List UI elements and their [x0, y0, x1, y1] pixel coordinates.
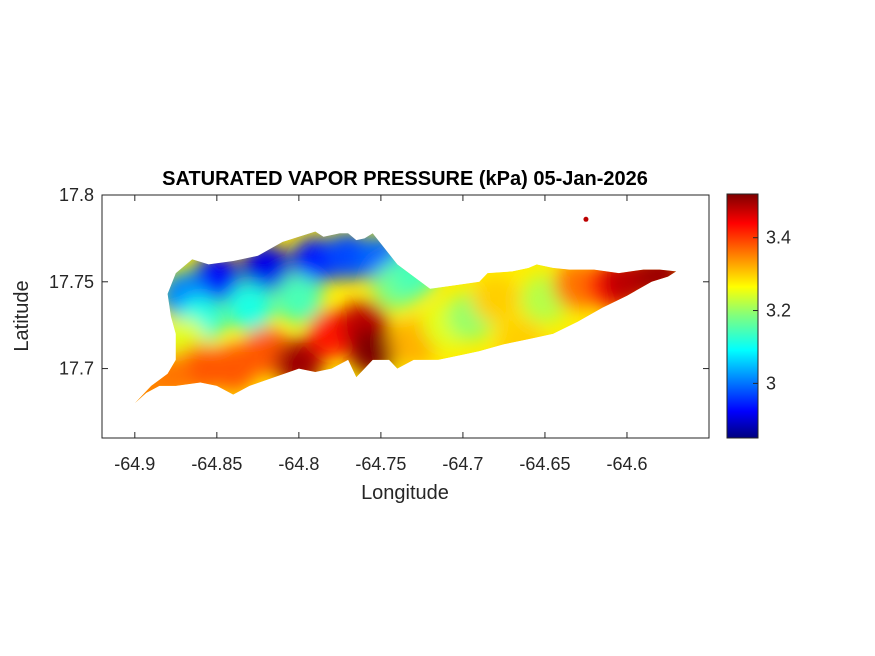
x-tick-label: -64.65: [519, 454, 570, 474]
y-tick-label: 17.75: [49, 272, 94, 292]
colorbar-tick-label: 3.2: [766, 301, 791, 321]
x-tick-label: -64.75: [355, 454, 406, 474]
chart-title: SATURATED VAPOR PRESSURE (kPa) 05-Jan-20…: [162, 168, 648, 190]
field-sample-27: [553, 261, 602, 310]
field-sample-7: [225, 283, 274, 332]
x-axis-label: Longitude: [361, 482, 449, 504]
x-tick-label: -64.6: [606, 454, 647, 474]
colorbar-tick-label: 3.4: [766, 228, 791, 248]
y-axis-label: Latitude: [11, 280, 33, 351]
y-tick-label: 17.8: [59, 185, 94, 205]
x-tick-label: -64.7: [442, 454, 483, 474]
field-sample-8: [274, 275, 323, 324]
colorbar: [726, 193, 759, 439]
x-tick-label: -64.9: [114, 454, 155, 474]
field-sample-24: [471, 275, 520, 324]
islet: [583, 216, 589, 222]
x-tick-label: -64.85: [191, 454, 242, 474]
colorbar-ticks: 3 3.2 3.4: [753, 228, 791, 393]
colorbar-tick-label: 3: [766, 373, 776, 393]
y-axis-ticks: 17.7 17.75 17.8: [49, 185, 709, 379]
x-axis-ticks: -64.9 -64.85 -64.8 -64.75 -64.7 -64.65 -64.6: [114, 195, 647, 474]
x-tick-label: -64.8: [278, 454, 319, 474]
y-tick-label: 17.7: [59, 359, 94, 379]
